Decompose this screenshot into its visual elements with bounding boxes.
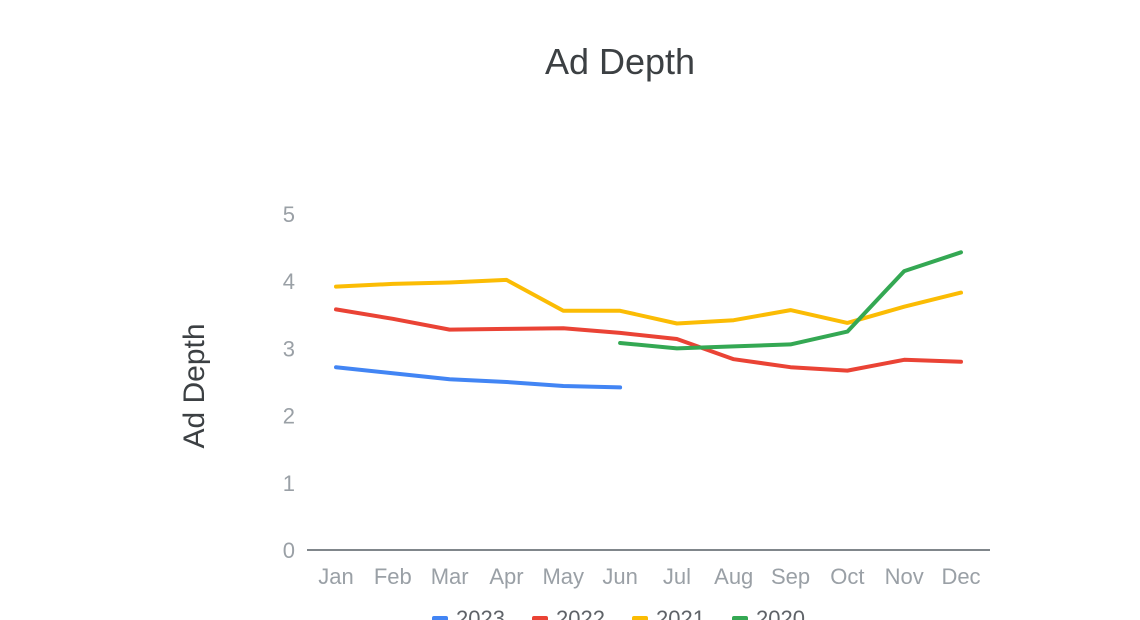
legend-swatch-2022	[532, 616, 548, 620]
chart-title: Ad Depth	[545, 41, 695, 82]
legend-swatch-2020	[732, 616, 748, 620]
y-axis-ticks: 0 1 2 3 4 5	[283, 202, 295, 563]
x-tick-label-jun: Jun	[602, 564, 637, 589]
legend-swatch-2021	[632, 616, 648, 620]
legend: 2023 2022 2021 2020	[432, 606, 805, 620]
x-tick-label-nov: Nov	[885, 564, 924, 589]
y-tick-label-4: 4	[283, 269, 295, 294]
x-tick-label-apr: Apr	[489, 564, 523, 589]
legend-swatch-2023	[432, 616, 448, 620]
x-tick-label-aug: Aug	[714, 564, 753, 589]
series-line-2023	[334, 365, 623, 390]
legend-label-2023: 2023	[456, 606, 505, 620]
series-line-2021	[334, 277, 963, 326]
x-tick-label-oct: Oct	[830, 564, 864, 589]
y-tick-label-0: 0	[283, 538, 295, 563]
legend-label-2021: 2021	[656, 606, 705, 620]
x-tick-label-jan: Jan	[318, 564, 353, 589]
x-tick-label-jul: Jul	[663, 564, 691, 589]
y-tick-label-2: 2	[283, 404, 295, 429]
x-tick-label-dec: Dec	[941, 564, 980, 589]
series-lines	[334, 250, 963, 390]
x-tick-label-sep: Sep	[771, 564, 810, 589]
y-axis-title: Ad Depth	[178, 323, 211, 448]
x-tick-label-feb: Feb	[374, 564, 412, 589]
legend-label-2022: 2022	[556, 606, 605, 620]
x-axis-ticks: Jan Feb Mar Apr May Jun Jul Aug Sep Oct Nov Dec	[318, 564, 980, 589]
x-tick-label-mar: Mar	[431, 564, 469, 589]
series-line-2020	[618, 250, 963, 351]
series-line-2022	[334, 307, 963, 373]
legend-label-2020: 2020	[756, 606, 805, 620]
x-tick-label-may: May	[542, 564, 584, 589]
y-tick-label-1: 1	[283, 471, 295, 496]
y-tick-label-5: 5	[283, 202, 295, 227]
y-tick-label-3: 3	[283, 336, 295, 361]
